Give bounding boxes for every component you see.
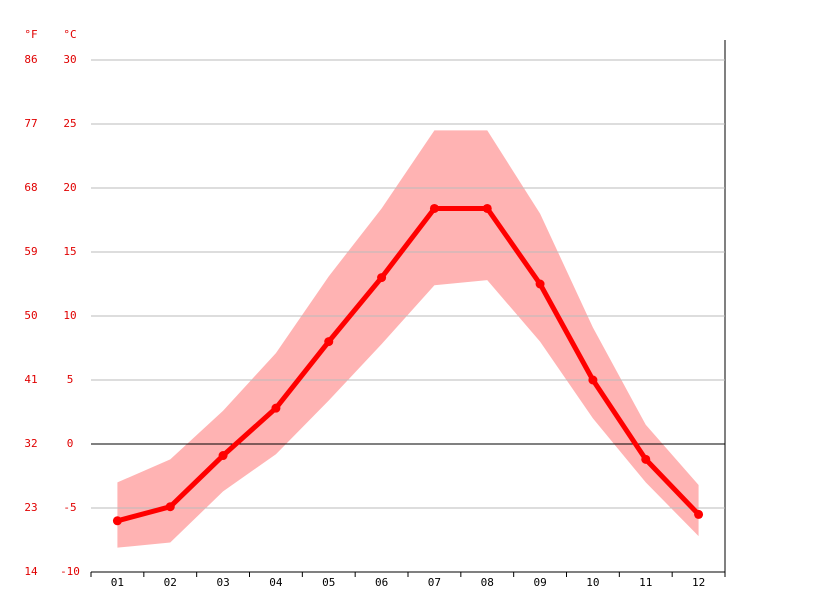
data-point	[112, 516, 122, 526]
y2-tick-label: 50	[24, 309, 37, 322]
data-point	[377, 273, 387, 283]
y-tick-label: 5	[67, 373, 74, 386]
y2-tick-label: 23	[24, 501, 37, 514]
mean-temperature-line	[116, 205, 701, 524]
y-tick-label: 0	[67, 437, 74, 450]
y-axis-label: °C	[63, 28, 76, 41]
y-tick-label: 30	[63, 53, 76, 66]
x-tick-label: 01	[111, 576, 124, 589]
x-tick-label: 04	[269, 576, 283, 589]
x-tick-label: 05	[322, 576, 335, 589]
temperature-range	[117, 130, 699, 548]
y2-tick-label: 86	[24, 53, 37, 66]
y2-tick-label: 14	[24, 565, 38, 578]
y2-tick-label: 41	[24, 373, 37, 386]
data-point	[429, 203, 439, 213]
x-tick-label: 02	[164, 576, 177, 589]
x-tick-label: 11	[639, 576, 652, 589]
y-tick-label: 15	[63, 245, 76, 258]
data-point	[641, 454, 651, 464]
y2-axis-label: °F	[24, 28, 37, 41]
x-tick-label: 10	[586, 576, 599, 589]
data-point	[271, 403, 281, 413]
x-tick-label: 12	[692, 576, 705, 589]
y-tick-label: -5	[63, 501, 76, 514]
x-tick-label: 09	[533, 576, 546, 589]
y2-tick-label: 32	[24, 437, 37, 450]
x-tick-label: 03	[216, 576, 229, 589]
data-point	[694, 509, 704, 519]
data-point	[324, 337, 334, 347]
y2-tick-label: 77	[24, 117, 37, 130]
y-tick-label: 25	[63, 117, 76, 130]
x-tick-label: 07	[428, 576, 441, 589]
data-point	[218, 451, 228, 461]
x-tick-label: 08	[481, 576, 494, 589]
grid	[91, 59, 725, 509]
y-tick-label: 10	[63, 309, 76, 322]
y2-tick-label: 59	[24, 245, 37, 258]
y2-tick-label: 68	[24, 181, 37, 194]
data-point	[482, 203, 492, 213]
y-tick-label: -10	[60, 565, 80, 578]
data-point	[535, 279, 545, 289]
x-tick-label: 06	[375, 576, 388, 589]
data-point	[165, 502, 175, 512]
y-tick-label: 20	[63, 181, 76, 194]
data-point	[588, 375, 598, 385]
